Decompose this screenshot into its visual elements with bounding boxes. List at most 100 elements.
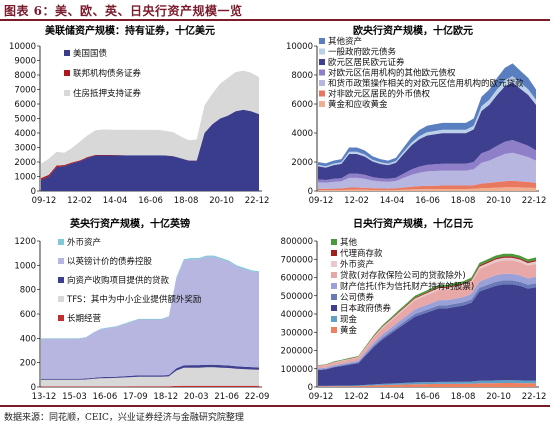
area-财产信托(作为信托财产持有的股票): [318, 273, 536, 370]
figure-title: 图表 6：美、欧、英、日央行资产规模一览: [4, 4, 243, 18]
chart-boe: 英央行资产规模，十亿英镑 0 200 400 600 800 1000 1200 13-12 15…: [14, 217, 270, 402]
legend-label: 财产信托(作为信托财产持有的股票): [340, 281, 474, 292]
legend-swatch: [64, 70, 70, 76]
legend-swatch: [64, 90, 70, 96]
x-tick-label: 12-02: [344, 392, 369, 402]
area-现金: [318, 380, 536, 387]
y-tick-label: 200: [20, 359, 36, 369]
y-tick-label: 8000: [14, 71, 36, 81]
y-tick-label: 700000: [281, 255, 313, 265]
x-tick-label: 09-12: [309, 196, 334, 206]
legend-label: 住房抵押支持证券: [73, 88, 142, 99]
x-tick-label: 16-06: [415, 196, 440, 206]
legend-swatch: [331, 250, 337, 256]
y-tick-label: 2000: [291, 158, 313, 168]
x-tick-label: 20-10: [209, 196, 234, 206]
legend-label: 日本政府债券: [340, 303, 392, 314]
area-欧元区居民欧元证券: [318, 82, 536, 180]
x-tick-label: 22-12: [522, 196, 547, 206]
x-tick-label: 14-04: [103, 196, 128, 206]
legend-label: 对欧元区信用机构的其他欧元债权: [328, 68, 456, 79]
legend-swatch: [319, 101, 325, 107]
legend-label: 美国国债: [73, 48, 108, 59]
legend-label: 一般政府欧元债务: [328, 47, 397, 58]
y-tick-label: 4000: [291, 129, 313, 139]
legend-label: 向资产收购项目提供的贷款: [67, 275, 170, 286]
figure-source: 数据来源：同花顺，CEIC，兴业证券经济与金融研究院整理: [4, 413, 244, 423]
chart-title: 英央行资产规模，十亿英镑: [69, 217, 190, 230]
x-tick-label: 20-10: [486, 392, 511, 402]
area-长期经营: [41, 385, 259, 387]
y-tick-label: 0: [308, 187, 313, 197]
legend-label: 和货币政策操作相关的对欧元区信用机构的欧元贷款: [328, 78, 524, 89]
x-tick-label: 21-06: [214, 392, 239, 402]
x-tick-label: 09-12: [309, 392, 334, 402]
area-其他资产: [318, 63, 536, 167]
y-tick-label: 6000: [291, 100, 313, 110]
legend-swatch: [319, 90, 325, 97]
x-tick-label: 22-12: [245, 196, 270, 206]
x-tick-label: 16-06: [415, 392, 440, 402]
x-tick-label: 18-08: [451, 392, 476, 402]
legend-label: 联邦机构债务证券: [73, 68, 142, 79]
area-TFS：其中为中小企业提供额外奖励: [41, 367, 259, 387]
y-tick-label: 0: [308, 383, 313, 393]
header-rule: [0, 19, 550, 21]
y-tick-label: 300000: [281, 328, 313, 338]
area-住房抵押支持证券: [41, 70, 259, 179]
legend-label: 贷款(对存款保险公司的贷款除外): [340, 270, 466, 281]
x-tick-label: 18-12: [153, 392, 178, 402]
chart-fed: 美联储资产规模：持有证券，十亿美元 0 1000 2000 3000 4000 5000 60…: [9, 24, 270, 206]
area-series-group: [41, 255, 259, 387]
area-贷款(对存款保险公司的贷款除外): [318, 260, 536, 369]
y-tick-label: 0: [31, 383, 36, 393]
y-tick-label: 600: [20, 310, 36, 320]
x-tick-label: 13-12: [32, 392, 57, 402]
area-series-group: [41, 70, 259, 191]
y-tick-label: 4000: [14, 129, 36, 139]
x-tick-label: 20-03: [184, 392, 209, 402]
area-series-group: [318, 63, 536, 191]
y-tick-label: 1200: [14, 237, 36, 247]
area-对欧元区信用机构的其他欧元债权: [318, 140, 536, 183]
x-tick-label: 22-09: [245, 392, 270, 402]
legend-label: 对非欧元区居民的外币债权: [328, 89, 431, 100]
y-tick-label: 0: [31, 187, 36, 197]
area-日本政府债券: [318, 284, 536, 386]
y-tick-label: 5000: [14, 115, 36, 125]
y-tick-label: 8000: [291, 71, 313, 81]
x-tick-label: 15-03: [62, 392, 87, 402]
legend-label: 黄金和应收黄金: [328, 99, 388, 110]
y-tick-label: 800000: [281, 237, 313, 247]
chart-boj: 日央行资产规模，十亿日元 0 100000 200000 300000 400000 500…: [281, 217, 547, 402]
legend-label: 外币资产: [340, 259, 374, 270]
y-tick-label: 200000: [281, 347, 313, 357]
y-tick-label: 400: [20, 334, 36, 344]
y-tick-label: 600000: [281, 274, 313, 284]
x-tick-label: 17-09: [123, 392, 148, 402]
x-tick-label: 22-12: [522, 392, 547, 402]
x-tick-label: 20-10: [486, 196, 511, 206]
legend-label: 外币资产: [67, 237, 101, 248]
chart-title: 欧央行资产规模，十亿欧元: [353, 24, 473, 37]
legend-label: 黄金: [340, 325, 358, 336]
y-tick-label: 6000: [14, 100, 36, 110]
legend-swatch: [319, 80, 325, 86]
x-tick-label: 12-02: [344, 196, 369, 206]
area-黄金和应收黄金: [318, 187, 536, 191]
area-公司债券: [318, 280, 536, 371]
area-对非欧元区居民的外币债权: [318, 180, 536, 191]
legend-swatch: [331, 261, 337, 267]
area-黄金: [318, 383, 536, 387]
y-tick-label: 7000: [14, 86, 36, 96]
chart-ecb: 欧央行资产规模，十亿欧元 0 2000 4000 6000 8000 10000 09-12 1…: [286, 24, 547, 206]
legend-label: 其他资产: [328, 36, 362, 47]
legend-label: 现金: [340, 314, 358, 325]
legend-swatch: [331, 239, 337, 245]
y-tick-label: 100000: [281, 365, 313, 375]
legend-swatch: [331, 327, 337, 333]
chart-title: 美联储资产规模：持有证券，十亿美元: [45, 24, 215, 37]
legend-swatch: [58, 239, 64, 245]
legend-swatch: [319, 69, 325, 76]
legend-swatch: [319, 38, 325, 44]
